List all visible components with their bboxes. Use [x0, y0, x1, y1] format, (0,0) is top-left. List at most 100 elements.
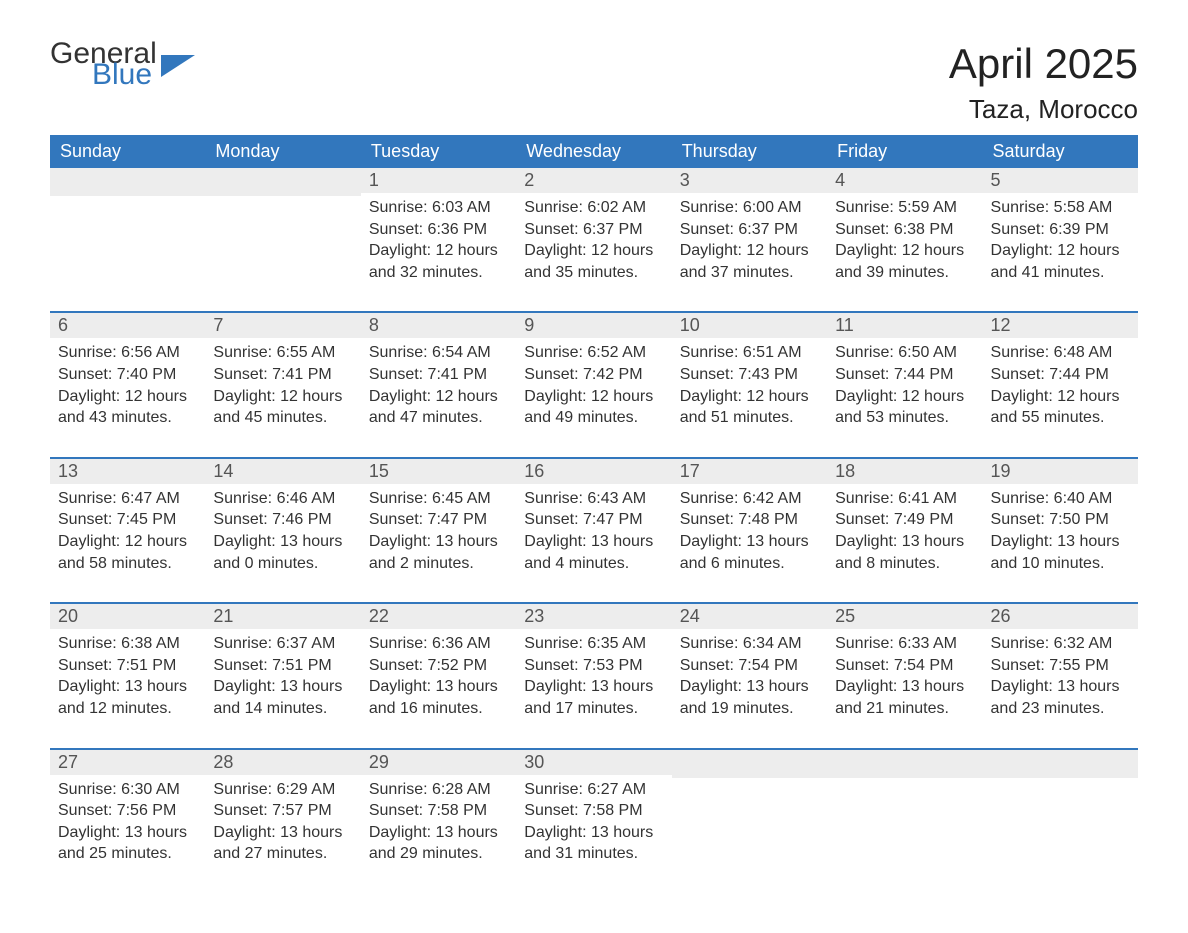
calendar-day-cell: 29Sunrise: 6:28 AMSunset: 7:58 PMDayligh…	[361, 749, 516, 893]
calendar-day-cell: 22Sunrise: 6:36 AMSunset: 7:52 PMDayligh…	[361, 603, 516, 748]
daylight-line-2: and 6 minutes.	[680, 553, 819, 575]
calendar-day-cell: 9Sunrise: 6:52 AMSunset: 7:42 PMDaylight…	[516, 312, 671, 457]
sunset-line: Sunset: 7:51 PM	[58, 655, 197, 677]
day-number: 30	[516, 750, 671, 775]
sunset-line: Sunset: 7:47 PM	[524, 509, 663, 531]
day-number: 12	[983, 313, 1138, 338]
daylight-line-1: Daylight: 13 hours	[835, 676, 974, 698]
daylight-line-2: and 17 minutes.	[524, 698, 663, 720]
day-body: Sunrise: 6:29 AMSunset: 7:57 PMDaylight:…	[205, 775, 360, 893]
sunrise-line: Sunrise: 6:29 AM	[213, 779, 352, 801]
sunset-line: Sunset: 7:40 PM	[58, 364, 197, 386]
sunrise-line: Sunrise: 6:33 AM	[835, 633, 974, 655]
sunrise-line: Sunrise: 6:43 AM	[524, 488, 663, 510]
day-body: Sunrise: 6:28 AMSunset: 7:58 PMDaylight:…	[361, 775, 516, 893]
calendar-day-cell: 12Sunrise: 6:48 AMSunset: 7:44 PMDayligh…	[983, 312, 1138, 457]
day-body: Sunrise: 6:48 AMSunset: 7:44 PMDaylight:…	[983, 338, 1138, 456]
sunrise-line: Sunrise: 6:40 AM	[991, 488, 1130, 510]
daylight-line-1: Daylight: 13 hours	[213, 822, 352, 844]
calendar-day-cell: 1Sunrise: 6:03 AMSunset: 6:36 PMDaylight…	[361, 168, 516, 312]
day-body: Sunrise: 6:38 AMSunset: 7:51 PMDaylight:…	[50, 629, 205, 747]
daylight-line-1: Daylight: 12 hours	[680, 240, 819, 262]
day-body: Sunrise: 5:58 AMSunset: 6:39 PMDaylight:…	[983, 193, 1138, 311]
daylight-line-1: Daylight: 12 hours	[524, 386, 663, 408]
sunset-line: Sunset: 6:39 PM	[991, 219, 1130, 241]
daylight-line-2: and 8 minutes.	[835, 553, 974, 575]
daylight-line-1: Daylight: 13 hours	[213, 676, 352, 698]
calendar-day-cell: 28Sunrise: 6:29 AMSunset: 7:57 PMDayligh…	[205, 749, 360, 893]
daylight-line-1: Daylight: 13 hours	[524, 822, 663, 844]
day-body	[50, 196, 205, 228]
day-number	[205, 168, 360, 196]
calendar-day-cell: 14Sunrise: 6:46 AMSunset: 7:46 PMDayligh…	[205, 458, 360, 603]
sunrise-line: Sunrise: 6:00 AM	[680, 197, 819, 219]
daylight-line-2: and 14 minutes.	[213, 698, 352, 720]
sunrise-line: Sunrise: 6:36 AM	[369, 633, 508, 655]
daylight-line-2: and 21 minutes.	[835, 698, 974, 720]
sunrise-line: Sunrise: 6:50 AM	[835, 342, 974, 364]
day-body: Sunrise: 6:50 AMSunset: 7:44 PMDaylight:…	[827, 338, 982, 456]
daylight-line-2: and 53 minutes.	[835, 407, 974, 429]
day-number: 18	[827, 459, 982, 484]
daylight-line-2: and 32 minutes.	[369, 262, 508, 284]
day-body: Sunrise: 6:33 AMSunset: 7:54 PMDaylight:…	[827, 629, 982, 747]
day-header: Friday	[827, 135, 982, 168]
sunset-line: Sunset: 7:54 PM	[680, 655, 819, 677]
day-body: Sunrise: 5:59 AMSunset: 6:38 PMDaylight:…	[827, 193, 982, 311]
calendar-day-cell: 13Sunrise: 6:47 AMSunset: 7:45 PMDayligh…	[50, 458, 205, 603]
sunset-line: Sunset: 7:44 PM	[991, 364, 1130, 386]
daylight-line-2: and 4 minutes.	[524, 553, 663, 575]
day-body	[827, 778, 982, 810]
day-number: 8	[361, 313, 516, 338]
day-number: 21	[205, 604, 360, 629]
day-body: Sunrise: 6:27 AMSunset: 7:58 PMDaylight:…	[516, 775, 671, 893]
sunrise-line: Sunrise: 5:58 AM	[991, 197, 1130, 219]
day-body: Sunrise: 6:30 AMSunset: 7:56 PMDaylight:…	[50, 775, 205, 893]
calendar-day-cell: 2Sunrise: 6:02 AMSunset: 6:37 PMDaylight…	[516, 168, 671, 312]
sunrise-line: Sunrise: 6:27 AM	[524, 779, 663, 801]
day-number: 2	[516, 168, 671, 193]
day-body: Sunrise: 6:46 AMSunset: 7:46 PMDaylight:…	[205, 484, 360, 602]
sunrise-line: Sunrise: 6:42 AM	[680, 488, 819, 510]
day-number	[983, 750, 1138, 778]
calendar-day-cell: 26Sunrise: 6:32 AMSunset: 7:55 PMDayligh…	[983, 603, 1138, 748]
calendar-day-cell: 10Sunrise: 6:51 AMSunset: 7:43 PMDayligh…	[672, 312, 827, 457]
sunset-line: Sunset: 7:45 PM	[58, 509, 197, 531]
day-number: 17	[672, 459, 827, 484]
sunrise-line: Sunrise: 6:30 AM	[58, 779, 197, 801]
sunset-line: Sunset: 7:46 PM	[213, 509, 352, 531]
calendar-day-cell: 5Sunrise: 5:58 AMSunset: 6:39 PMDaylight…	[983, 168, 1138, 312]
day-number	[827, 750, 982, 778]
sunrise-line: Sunrise: 6:41 AM	[835, 488, 974, 510]
day-body: Sunrise: 6:55 AMSunset: 7:41 PMDaylight:…	[205, 338, 360, 456]
calendar-day-cell: 21Sunrise: 6:37 AMSunset: 7:51 PMDayligh…	[205, 603, 360, 748]
daylight-line-2: and 47 minutes.	[369, 407, 508, 429]
day-body: Sunrise: 6:41 AMSunset: 7:49 PMDaylight:…	[827, 484, 982, 602]
day-number: 6	[50, 313, 205, 338]
day-number: 27	[50, 750, 205, 775]
calendar-day-cell: 20Sunrise: 6:38 AMSunset: 7:51 PMDayligh…	[50, 603, 205, 748]
calendar-day-cell	[983, 749, 1138, 893]
day-body	[672, 778, 827, 810]
calendar-day-cell: 18Sunrise: 6:41 AMSunset: 7:49 PMDayligh…	[827, 458, 982, 603]
daylight-line-1: Daylight: 13 hours	[835, 531, 974, 553]
daylight-line-1: Daylight: 13 hours	[369, 531, 508, 553]
day-number: 11	[827, 313, 982, 338]
sunset-line: Sunset: 7:48 PM	[680, 509, 819, 531]
day-body: Sunrise: 6:51 AMSunset: 7:43 PMDaylight:…	[672, 338, 827, 456]
day-header: Monday	[205, 135, 360, 168]
daylight-line-2: and 55 minutes.	[991, 407, 1130, 429]
logo-flag-icon	[161, 55, 195, 81]
day-header: Tuesday	[361, 135, 516, 168]
daylight-line-2: and 31 minutes.	[524, 843, 663, 865]
daylight-line-1: Daylight: 13 hours	[58, 822, 197, 844]
daylight-line-2: and 10 minutes.	[991, 553, 1130, 575]
day-number: 16	[516, 459, 671, 484]
sunset-line: Sunset: 7:55 PM	[991, 655, 1130, 677]
daylight-line-1: Daylight: 12 hours	[369, 386, 508, 408]
calendar-day-cell: 11Sunrise: 6:50 AMSunset: 7:44 PMDayligh…	[827, 312, 982, 457]
calendar-week-row: 27Sunrise: 6:30 AMSunset: 7:56 PMDayligh…	[50, 749, 1138, 893]
sunrise-line: Sunrise: 6:51 AM	[680, 342, 819, 364]
daylight-line-2: and 23 minutes.	[991, 698, 1130, 720]
sunset-line: Sunset: 7:51 PM	[213, 655, 352, 677]
